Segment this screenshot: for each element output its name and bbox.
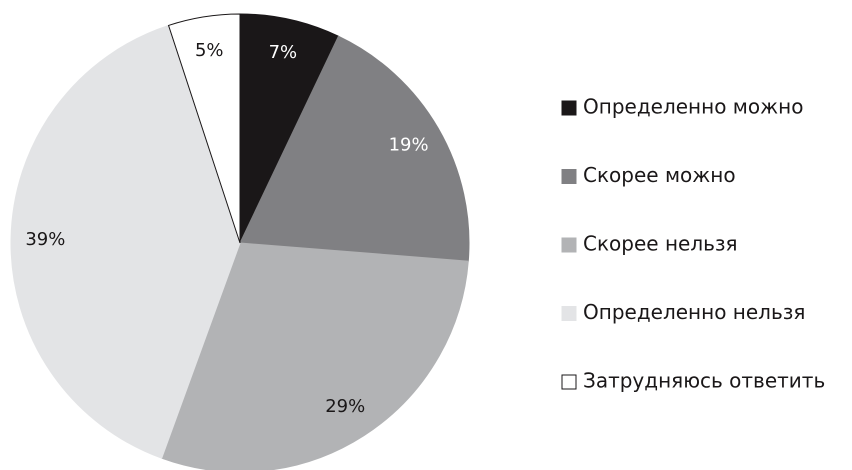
slice-label: 5% <box>195 40 224 61</box>
pie-slice <box>239 35 470 262</box>
slice-label: 39% <box>25 229 65 250</box>
pie-slice <box>167 13 241 244</box>
legend-label: Затрудняюсь ответить <box>583 369 825 393</box>
legend-label: Скорее можно <box>583 163 736 187</box>
slice-label: 29% <box>325 396 365 417</box>
legend-label: Определенно можно <box>583 95 803 119</box>
legend-swatch <box>561 374 577 390</box>
legend-swatch <box>561 306 577 321</box>
pie-slice <box>239 13 340 244</box>
legend-swatch <box>561 100 577 116</box>
pie-slice <box>10 24 241 459</box>
slice-label: 7% <box>269 42 298 63</box>
slice-label: 19% <box>389 135 429 156</box>
legend-label: Скорее нельзя <box>583 232 738 256</box>
legend-label: Определенно нельзя <box>583 300 805 324</box>
pie-slice <box>161 242 469 470</box>
legend-swatch <box>561 237 577 253</box>
legend-swatch <box>561 169 577 184</box>
